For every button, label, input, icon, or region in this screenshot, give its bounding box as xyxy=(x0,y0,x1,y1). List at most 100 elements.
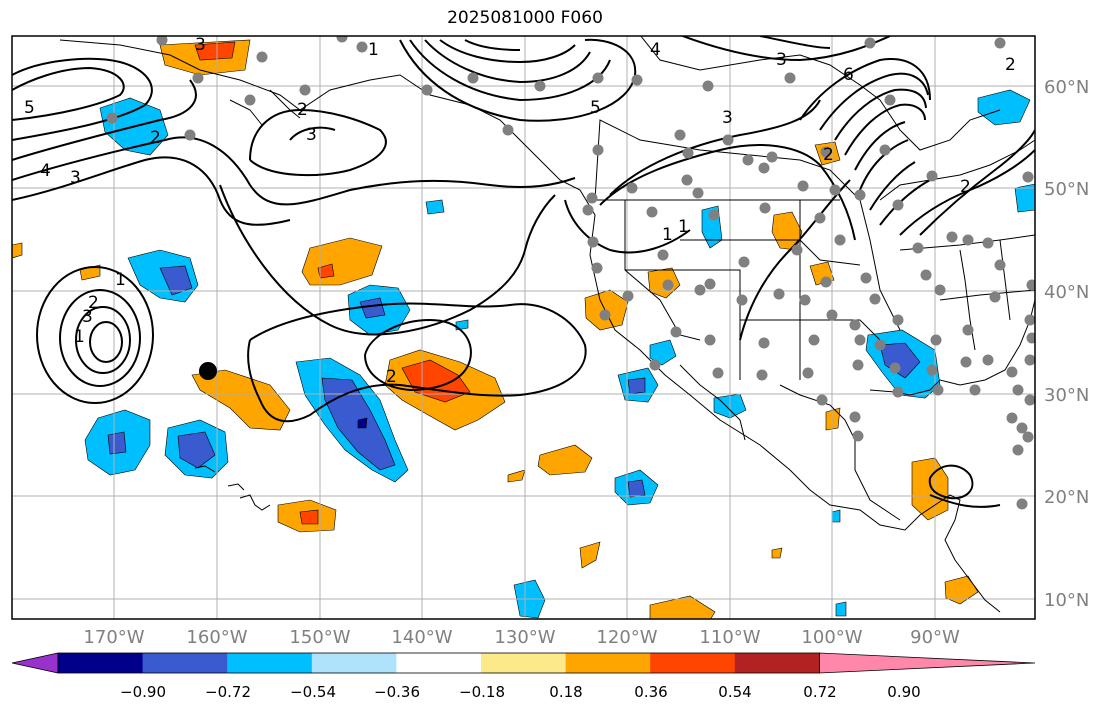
warm-anomaly xyxy=(825,407,841,431)
map-frame xyxy=(11,35,1036,620)
cool-anomaly xyxy=(977,89,1031,126)
contour-label: 5 xyxy=(590,98,601,118)
contours xyxy=(12,36,1035,508)
warm-anomaly xyxy=(771,211,803,251)
warm-anomaly xyxy=(537,444,593,476)
contour-label: 3 xyxy=(776,50,787,70)
warm-anomaly xyxy=(299,509,319,525)
contour-label: 3 xyxy=(195,35,206,55)
colorbar-segment xyxy=(481,653,567,673)
colorbar-under-arrow xyxy=(11,652,59,674)
contour-label: 4 xyxy=(650,40,661,60)
cool-anomaly xyxy=(425,199,445,215)
cool-anomaly xyxy=(1014,183,1035,213)
warm-anomaly xyxy=(301,237,383,286)
contour-label: 1 xyxy=(74,327,85,347)
warm-anomaly xyxy=(771,547,783,559)
contour-label: 2 xyxy=(297,100,308,120)
contour-label: 6 xyxy=(843,65,854,85)
lat-label: 50°N xyxy=(1044,179,1089,200)
anomaly-shading xyxy=(12,39,1035,619)
colorbar-label: −0.90 xyxy=(120,683,166,701)
cool-anomaly xyxy=(627,479,646,498)
colorbar-label: 0.72 xyxy=(803,683,836,701)
colorbar-labels: −0.90 −0.72 −0.54 −0.36 −0.18 0.18 0.36 … xyxy=(120,683,921,701)
colorbar-segment xyxy=(58,653,144,673)
contour-label: 1 xyxy=(662,225,673,245)
contour-label: 1 xyxy=(115,270,126,290)
warm-anomaly xyxy=(507,469,526,483)
lon-label: 160°W xyxy=(186,627,247,648)
colorbar-segment xyxy=(311,653,397,673)
colorbar-label: 0.18 xyxy=(549,683,582,701)
lat-label: 10°N xyxy=(1044,590,1089,611)
lat-label: 20°N xyxy=(1044,487,1089,508)
lon-label: 130°W xyxy=(494,627,555,648)
contour-label: 2 xyxy=(1005,55,1016,75)
contour-label: 4 xyxy=(40,161,51,181)
colorbar-segment xyxy=(396,653,482,673)
contour-label: 3 xyxy=(82,307,93,327)
colorbar-over-arrow xyxy=(819,652,1036,674)
contour-label: 2 xyxy=(386,367,397,387)
cool-anomaly xyxy=(649,339,677,366)
cool-anomaly xyxy=(159,265,193,296)
lon-label: 100°W xyxy=(801,627,862,648)
colorbar-label: 0.36 xyxy=(634,683,667,701)
graticule xyxy=(12,36,1035,619)
lon-label: 170°W xyxy=(83,627,144,648)
colorbar-label: 0.90 xyxy=(887,683,920,701)
station-markers xyxy=(106,36,1035,510)
colorbar-label: −0.36 xyxy=(374,683,420,701)
colorbar-segment xyxy=(142,653,228,673)
warm-anomaly xyxy=(317,263,335,279)
contour-label: 1 xyxy=(368,40,379,60)
colorbar-label: 0.54 xyxy=(718,683,751,701)
colorbar-segment xyxy=(650,653,736,673)
contour-labels: 5 4 3 2 3 2 1 5 4 3 2 1 3 6 3 2 1 2 1 2 … xyxy=(24,35,1016,387)
contour-label: 3 xyxy=(722,108,733,128)
colorbar-segment xyxy=(565,653,651,673)
contour-label: 2 xyxy=(960,177,971,197)
warm-anomaly xyxy=(649,595,716,619)
colorbar-segment xyxy=(734,653,820,673)
contour-label: 2 xyxy=(823,145,834,165)
coastlines xyxy=(59,36,1035,613)
warm-anomaly xyxy=(12,242,23,259)
colorbar xyxy=(11,652,1036,674)
warm-anomaly xyxy=(944,575,979,605)
lat-labels: 60°N 50°N 40°N 30°N 20°N 10°N xyxy=(1044,77,1089,611)
cool-anomaly xyxy=(107,431,127,455)
lat-label: 30°N xyxy=(1044,385,1089,406)
lon-labels: 170°W 160°W 150°W 140°W 130°W 120°W 110°… xyxy=(83,627,960,648)
cool-anomaly xyxy=(831,509,841,523)
lon-label: 140°W xyxy=(391,627,452,648)
cool-anomaly xyxy=(357,417,368,429)
lon-label: 90°W xyxy=(910,627,960,648)
lon-label: 150°W xyxy=(289,627,350,648)
lon-label: 110°W xyxy=(699,627,760,648)
lat-label: 40°N xyxy=(1044,282,1089,303)
cool-anomaly xyxy=(879,342,921,379)
contour-label: 3 xyxy=(306,125,317,145)
cool-anomaly xyxy=(627,377,646,395)
cool-anomaly xyxy=(835,601,847,617)
colorbar-label: −0.18 xyxy=(459,683,505,701)
warm-anomaly xyxy=(579,541,601,569)
lat-label: 60°N xyxy=(1044,77,1089,98)
contour-label: 3 xyxy=(70,168,81,188)
colorbar-frame xyxy=(57,652,820,674)
contour-label: 1 xyxy=(678,217,689,237)
cool-anomaly xyxy=(359,297,386,319)
contour-label: 2 xyxy=(150,128,161,148)
contour-label: 2 xyxy=(88,293,99,313)
contour-label: 5 xyxy=(24,98,35,118)
lon-label: 120°W xyxy=(596,627,657,648)
colorbar-segment xyxy=(227,653,313,673)
map-title: 2025081000 F060 xyxy=(447,8,603,28)
cool-anomaly xyxy=(177,431,216,469)
highlighted-station xyxy=(199,362,217,380)
colorbar-label: −0.72 xyxy=(205,683,251,701)
warm-anomaly xyxy=(194,41,236,61)
